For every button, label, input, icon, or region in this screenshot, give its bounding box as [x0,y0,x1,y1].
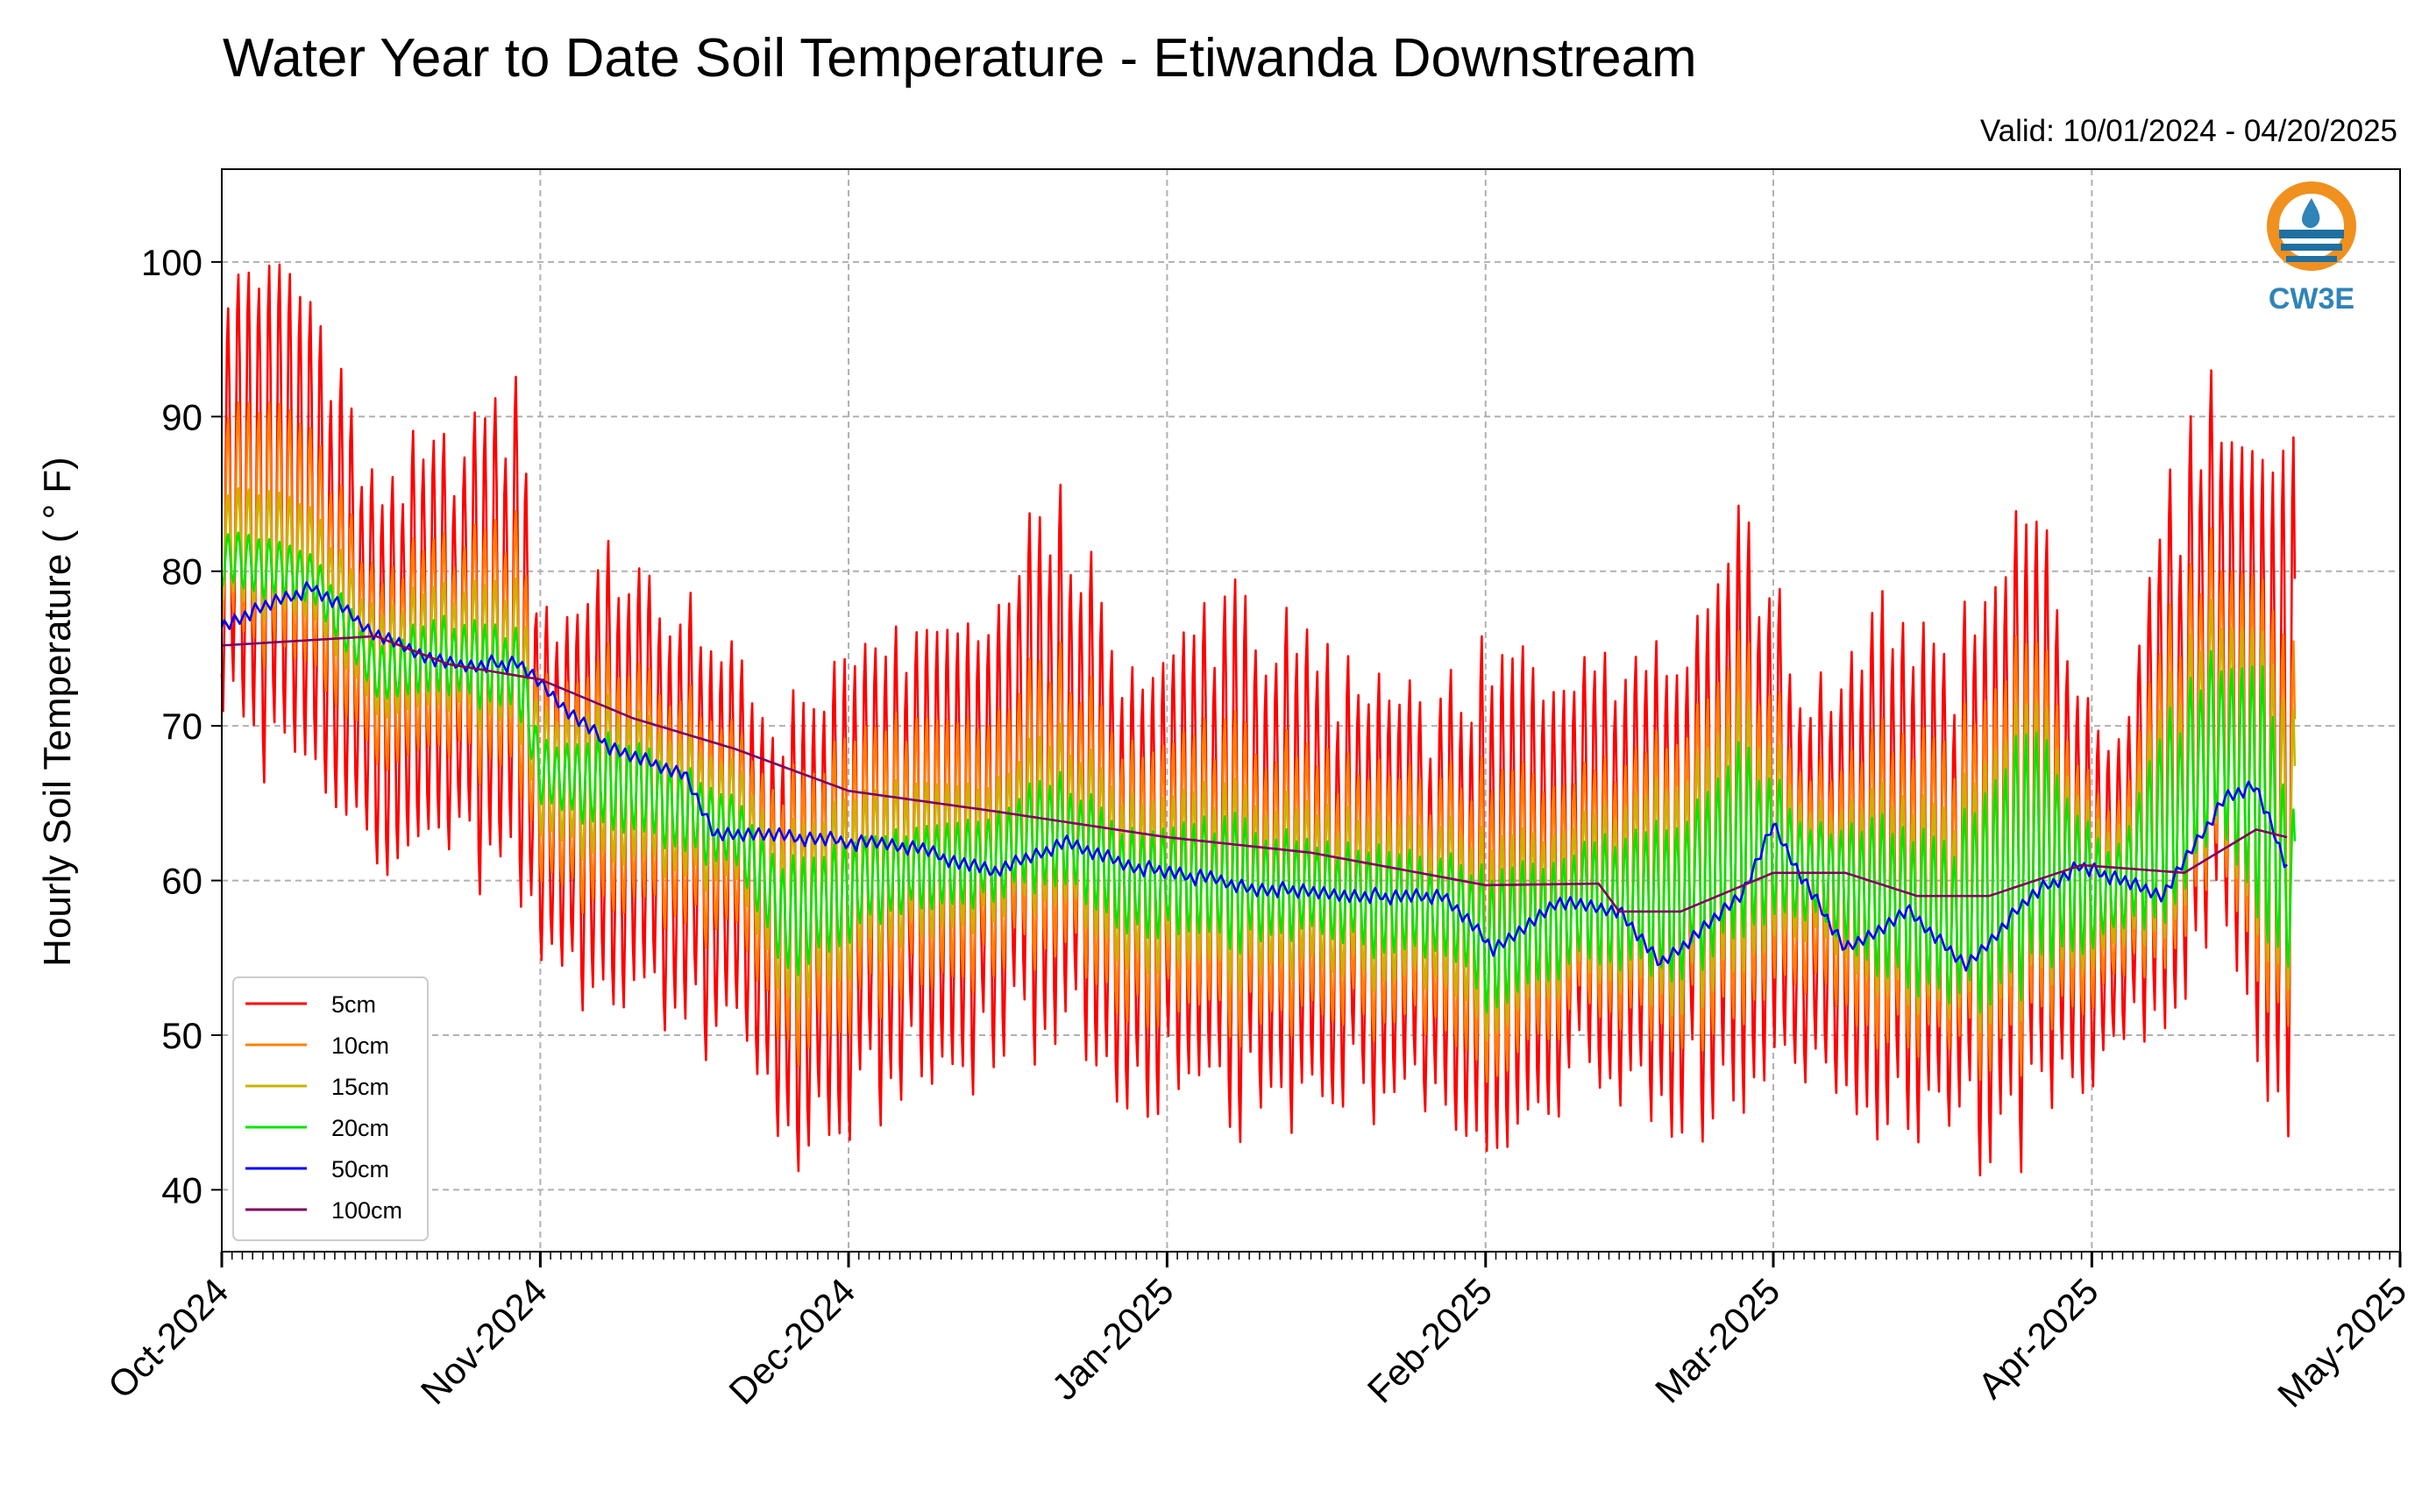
y-tick-label: 90 [161,396,202,437]
series-line-100cm [221,635,2288,913]
series-line-20cm [220,531,2297,1014]
logo-drop-icon [2302,198,2320,229]
logo-text: CW3E [2269,282,2354,316]
legend-label-20cm: 20cm [331,1115,389,1141]
legend: 5cm 10cm 15cm 20cm 50cm 100cm [232,976,429,1241]
series-line-50cm [220,581,2288,972]
y-tick-label: 80 [161,551,202,593]
legend-label-100cm: 100cm [331,1197,402,1224]
legend-label-10cm: 10cm [331,1033,389,1059]
y-tick-label: 50 [161,1015,202,1056]
x-tick-label: Dec-2024 [721,1270,863,1412]
y-tick-labels: 40 50 60 70 80 90 100 [141,242,202,1211]
cw3e-logo: CW3E [2267,181,2356,316]
x-tick-label: Feb-2025 [1360,1270,1500,1410]
legend-label-5cm: 5cm [331,991,376,1018]
chart-subtitle: Valid: 10/01/2024 - 04/20/2025 [1980,114,2397,148]
x-tick-label: Apr-2025 [1970,1270,2106,1406]
y-tick-label: 40 [161,1169,202,1210]
x-tick-label: Oct-2024 [100,1270,236,1406]
x-tick-label: Nov-2024 [413,1270,555,1412]
y-tick-label: 100 [141,242,202,283]
x-tick-label: Mar-2025 [1647,1270,1787,1410]
x-tick-labels: Oct-2024 Nov-2024 Dec-2024 Jan-2025 Feb-2025… [100,1270,2414,1415]
y-tick-label: 70 [161,706,202,747]
y-tick-label: 60 [161,861,202,902]
legend-label-15cm: 15cm [331,1074,389,1100]
chart-title: Water Year to Date Soil Temperature - Et… [223,28,1697,89]
logo-ring-icon [2267,181,2356,271]
series-layer [220,263,2297,1177]
logo-wave-icon [2279,230,2344,238]
x-tick-label: May-2025 [2269,1270,2414,1415]
legend-label-50cm: 50cm [331,1156,389,1182]
axis-ticks [211,260,2402,1267]
x-tick-label: Jan-2025 [1044,1270,1182,1408]
y-axis-label: Hourly Soil Temperature ( ° F) [36,457,79,967]
legend-box [232,976,429,1241]
